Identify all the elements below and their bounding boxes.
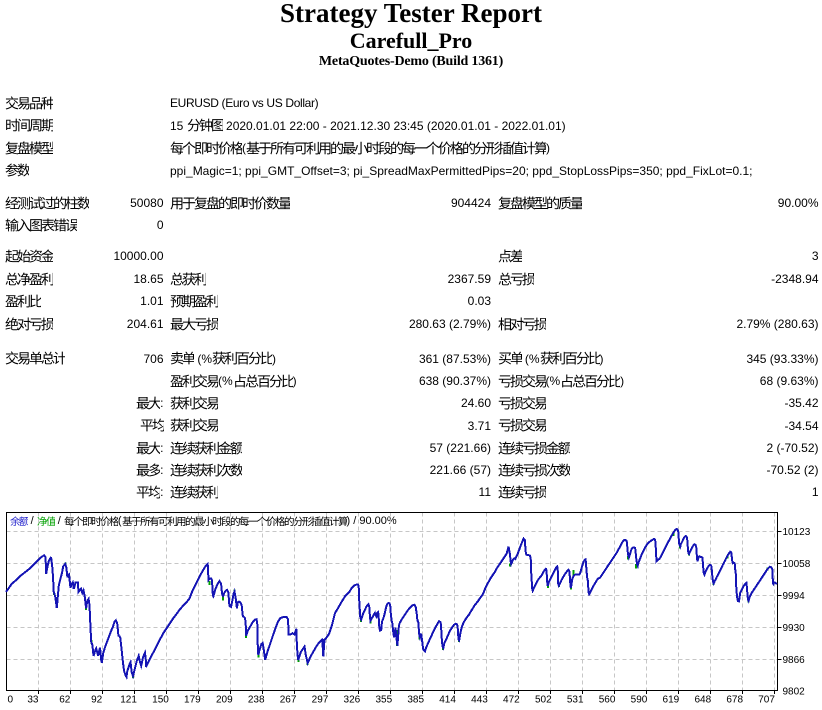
svg-text:414: 414 [439, 695, 456, 706]
svg-text:10123: 10123 [783, 527, 811, 538]
svg-text:33: 33 [27, 695, 39, 706]
svg-text:9802: 9802 [783, 687, 806, 698]
svg-text:443: 443 [471, 695, 488, 706]
svg-text:209: 209 [216, 695, 233, 706]
svg-text:590: 590 [631, 695, 648, 706]
svg-text:326: 326 [344, 695, 361, 706]
svg-text:9930: 9930 [783, 623, 806, 634]
svg-text:92: 92 [91, 695, 103, 706]
svg-text:678: 678 [726, 695, 743, 706]
svg-text:472: 472 [503, 695, 520, 706]
svg-text:0: 0 [8, 695, 14, 706]
svg-text:150: 150 [152, 695, 169, 706]
svg-text:648: 648 [694, 695, 711, 706]
svg-text:385: 385 [407, 695, 424, 706]
svg-text:9866: 9866 [783, 655, 806, 666]
svg-text:179: 179 [184, 695, 201, 706]
svg-text:9994: 9994 [783, 591, 806, 602]
svg-text:297: 297 [312, 695, 329, 706]
svg-text:502: 502 [535, 695, 552, 706]
svg-text:531: 531 [567, 695, 584, 706]
svg-text:355: 355 [375, 695, 392, 706]
svg-text:560: 560 [599, 695, 616, 706]
svg-text:267: 267 [280, 695, 297, 706]
svg-text:707: 707 [758, 695, 775, 706]
svg-text:10058: 10058 [783, 559, 811, 570]
svg-text:238: 238 [248, 695, 265, 706]
svg-text:121: 121 [120, 695, 137, 706]
svg-text:619: 619 [663, 695, 680, 706]
svg-text:62: 62 [59, 695, 71, 706]
